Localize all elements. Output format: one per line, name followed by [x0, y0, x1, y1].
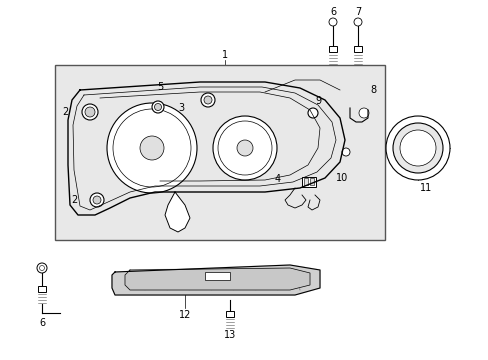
Circle shape	[37, 263, 47, 273]
Text: 8: 8	[369, 85, 375, 95]
Text: 9: 9	[314, 96, 321, 106]
Circle shape	[392, 123, 442, 173]
Circle shape	[218, 121, 271, 175]
Circle shape	[140, 136, 163, 160]
Circle shape	[341, 148, 349, 156]
Circle shape	[154, 104, 161, 111]
Circle shape	[152, 101, 163, 113]
Text: 7: 7	[354, 7, 360, 17]
Circle shape	[358, 108, 368, 118]
Text: 5: 5	[157, 82, 163, 92]
Text: 6: 6	[329, 7, 335, 17]
Circle shape	[328, 18, 336, 26]
Polygon shape	[125, 268, 309, 290]
Bar	[302, 177, 315, 187]
Text: 12: 12	[179, 310, 191, 320]
Bar	[55, 65, 384, 240]
Text: 4: 4	[274, 174, 281, 184]
Circle shape	[385, 116, 449, 180]
Circle shape	[307, 108, 317, 118]
Text: 11: 11	[419, 183, 431, 193]
Circle shape	[353, 18, 361, 26]
Bar	[225, 311, 234, 317]
Bar	[38, 286, 46, 292]
Text: 13: 13	[224, 330, 236, 340]
Circle shape	[113, 109, 191, 187]
Bar	[304, 178, 307, 185]
Text: 2: 2	[62, 107, 68, 117]
Circle shape	[203, 96, 212, 104]
Text: 3: 3	[178, 103, 183, 113]
Polygon shape	[68, 82, 345, 215]
Bar	[204, 272, 229, 280]
Text: 1: 1	[222, 50, 227, 60]
Circle shape	[399, 130, 435, 166]
Circle shape	[85, 107, 95, 117]
Polygon shape	[164, 192, 190, 232]
Text: 10: 10	[335, 173, 347, 183]
Polygon shape	[112, 265, 319, 295]
Text: 2: 2	[71, 195, 77, 205]
Circle shape	[82, 104, 98, 120]
Circle shape	[93, 196, 101, 204]
Circle shape	[201, 93, 215, 107]
Bar	[309, 178, 313, 185]
Circle shape	[90, 193, 104, 207]
Circle shape	[107, 103, 197, 193]
Text: 6: 6	[39, 318, 45, 328]
Bar	[328, 46, 336, 52]
Circle shape	[237, 140, 252, 156]
Circle shape	[213, 116, 276, 180]
Bar	[353, 46, 361, 52]
